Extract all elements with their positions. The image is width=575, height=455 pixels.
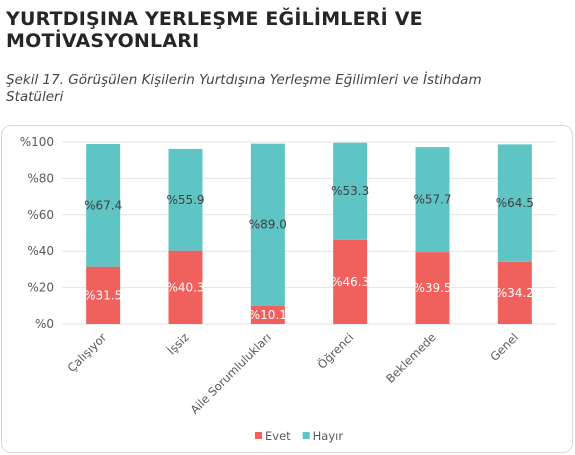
data-label: %55.9: [166, 193, 204, 207]
data-label: %64.5: [496, 196, 534, 210]
gridlines: [62, 141, 556, 325]
section-heading-line-1: YURTDIŞINA YERLEŞME EĞİLİMLERİ VE: [6, 8, 423, 30]
bar-segment-evet: [168, 250, 203, 324]
data-label: %53.3: [331, 184, 369, 198]
data-label: %39.5: [413, 281, 451, 295]
legend-label: Hayır: [313, 429, 344, 443]
bar-segment-evet: [333, 239, 368, 324]
x-category-label: Öğrenci: [313, 329, 356, 372]
section-heading: YURTDIŞINA YERLEŞME EĞİLİMLERİ VE MOTİVA…: [6, 8, 566, 52]
bar-segment-hayir: [497, 144, 532, 262]
x-category-label: Aile Sorumlulukları: [187, 330, 274, 417]
chart-frame: [1, 125, 573, 453]
data-label: %89.0: [249, 218, 287, 232]
legend-label: Evet: [265, 429, 291, 443]
figure-caption: Şekil 17. Görüşülen Kişilerin Yurtdışına…: [6, 72, 566, 106]
bar-segment-evet: [497, 261, 532, 324]
bar-segment-evet: [86, 266, 121, 324]
legend-swatch: [255, 432, 262, 439]
legend: Evet Hayır: [255, 429, 343, 443]
y-tick-label: %80: [27, 171, 54, 185]
y-tick-label: %0: [35, 317, 54, 331]
y-tick-label: %100: [20, 135, 54, 149]
y-tick-label: %40: [27, 244, 54, 258]
bar-segment-hayir: [168, 148, 203, 251]
y-axis-ticks: %0 %20 %40 %60 %80 %100: [20, 135, 54, 331]
y-tick-label: %60: [27, 208, 54, 222]
x-category-label: Genel: [487, 330, 521, 364]
bar-segment-hayir: [86, 144, 121, 267]
x-category-label: Çalışıyor: [65, 330, 110, 375]
data-label: %34.2: [496, 286, 534, 300]
data-label: %46.3: [331, 275, 369, 289]
legend-swatch: [302, 432, 310, 439]
data-label: %57.7: [413, 193, 451, 207]
bar-segment-hayir: [415, 147, 450, 253]
data-label: %67.4: [84, 198, 122, 212]
figure-caption-line-2: Statüleri: [6, 89, 64, 105]
data-label: %10.1: [249, 308, 287, 322]
y-tick-label: %20: [27, 281, 54, 295]
x-category-label: Beklemede: [383, 330, 439, 386]
data-label: %31.5: [84, 288, 122, 302]
bar-segment-evet: [250, 305, 285, 324]
bar-segment-hayir: [333, 142, 368, 240]
figure-caption-line-1: Şekil 17. Görüşülen Kişilerin Yurtdışına…: [6, 72, 482, 88]
bar-segment-hayir: [250, 143, 285, 306]
bar-segment-evet: [415, 252, 450, 324]
bars: [86, 142, 532, 324]
x-category-label: İşsiz: [164, 330, 192, 358]
data-labels: %31.5 %67.4 %40.3 %55.9 %10.1 %89.0 %46.3 %53.3…: [84, 184, 534, 322]
section-heading-line-2: MOTİVASYONLARI: [6, 30, 200, 52]
data-label: %40.3: [166, 280, 204, 294]
